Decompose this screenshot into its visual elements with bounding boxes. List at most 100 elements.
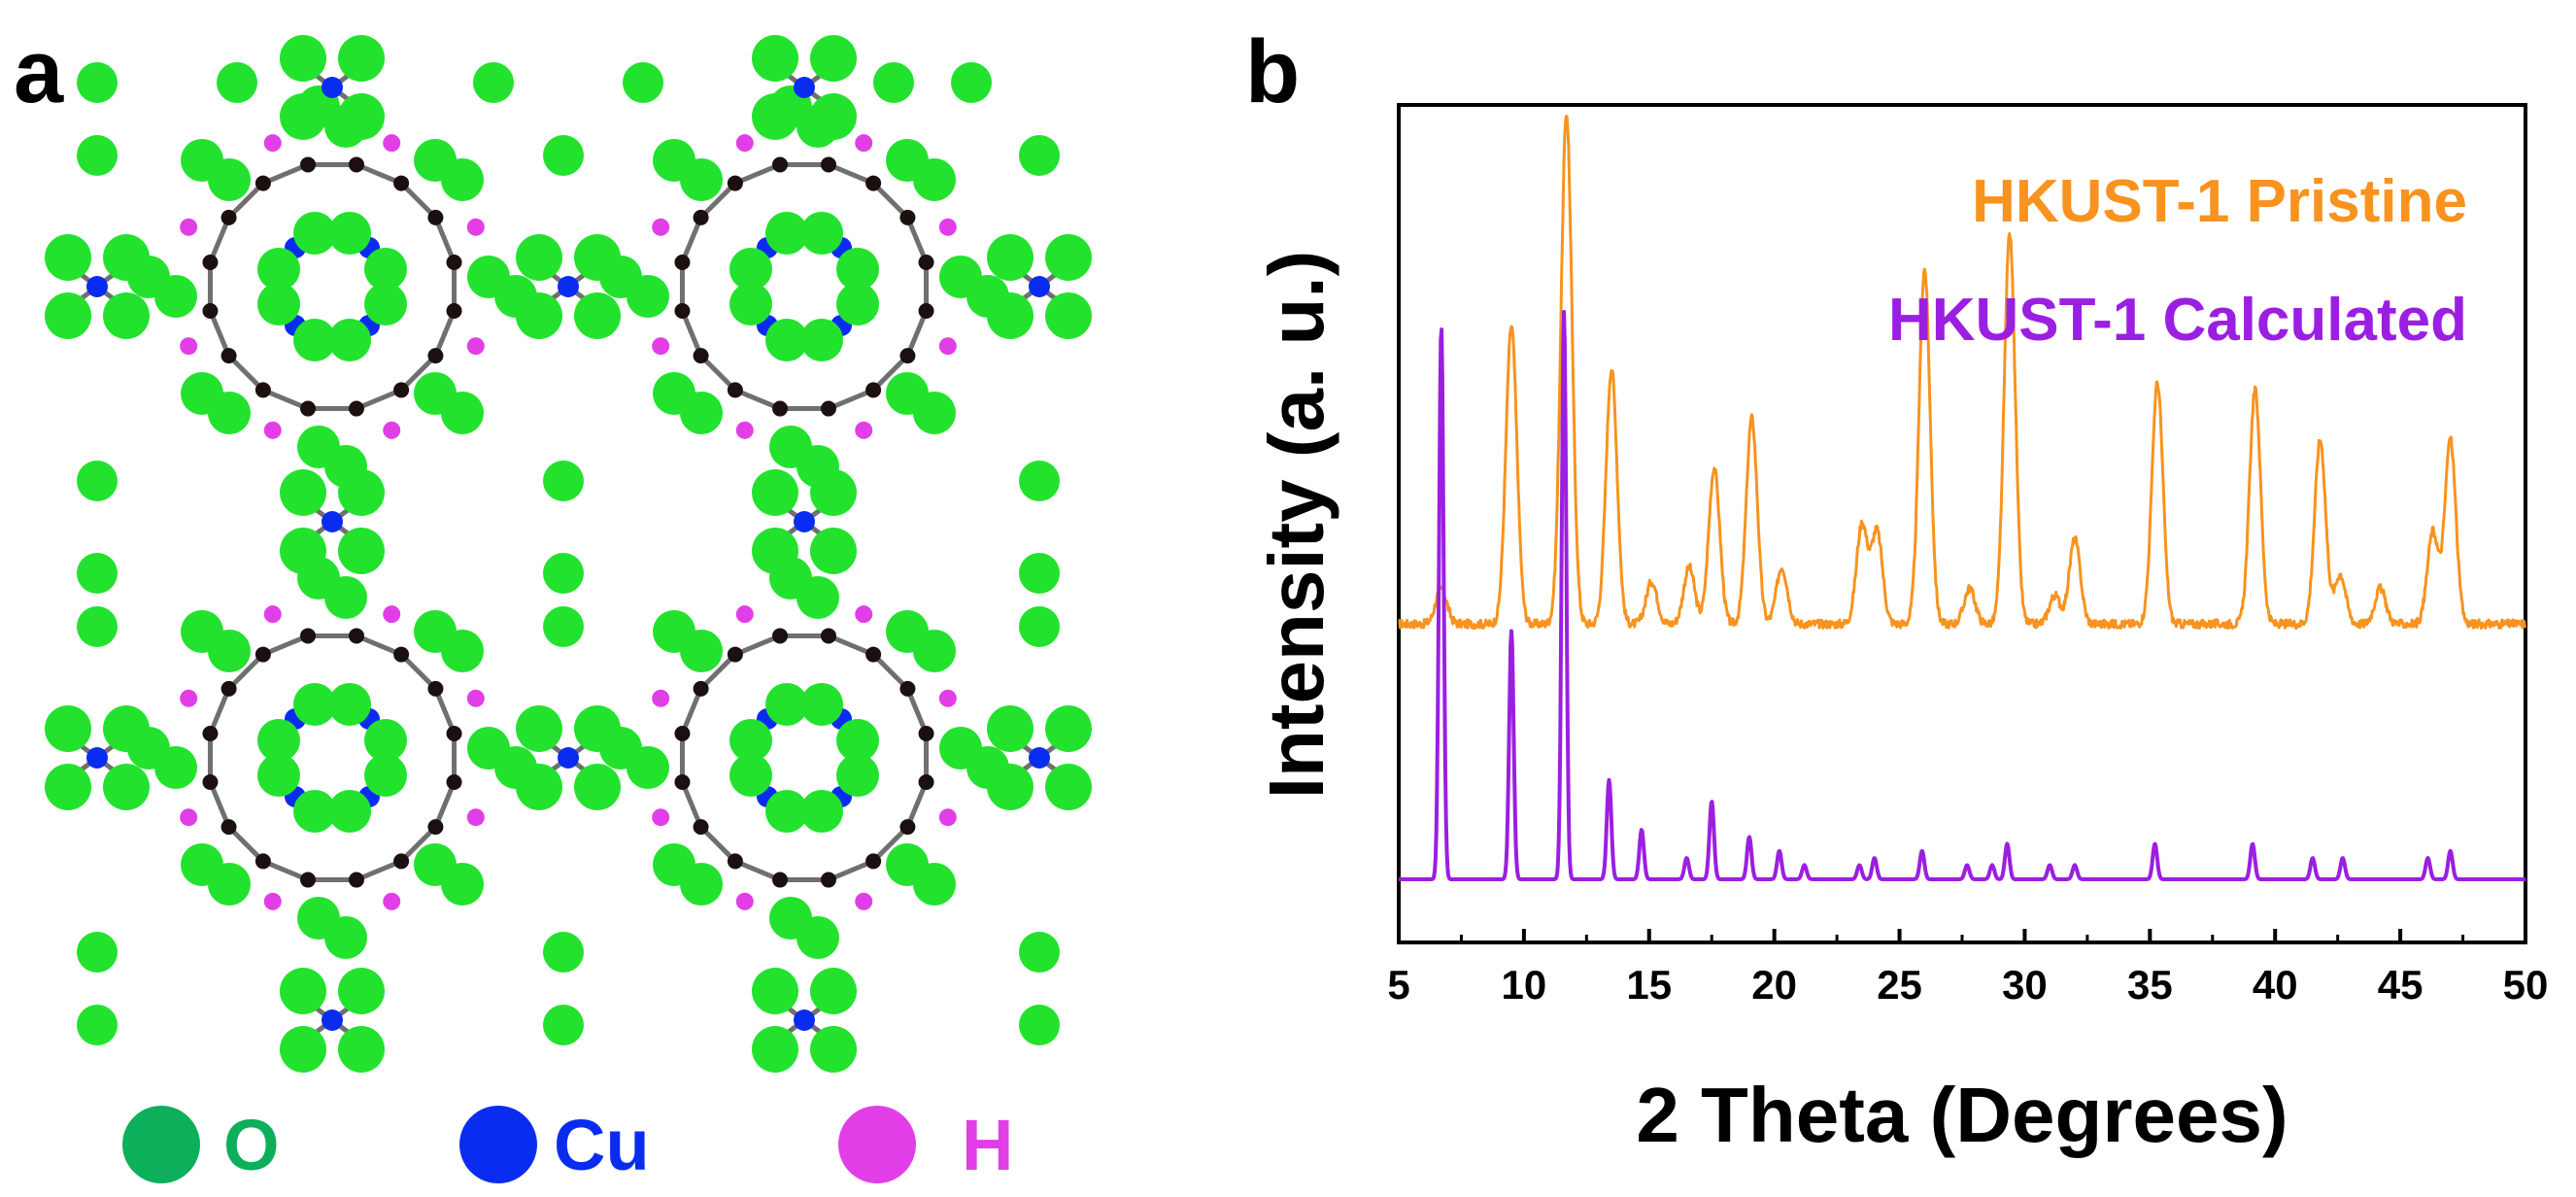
hydrogen-atom — [180, 218, 198, 236]
carbon-atom — [693, 819, 709, 836]
oxygen-atom — [810, 1026, 857, 1073]
carbon-atom — [446, 773, 462, 790]
carbon-atom — [693, 209, 709, 225]
hydrogen-atom — [383, 892, 401, 910]
oxygen-atom — [913, 863, 956, 906]
carbon-atom — [220, 348, 237, 364]
bond — [680, 310, 703, 358]
hydrogen-atom — [938, 689, 957, 707]
oxygen-atom — [1045, 764, 1092, 810]
oxygen-atom — [627, 746, 669, 789]
oxygen-atom — [543, 461, 584, 501]
atom-layer — [45, 35, 1092, 1073]
bond — [433, 781, 457, 829]
oxygen-atom — [293, 212, 336, 255]
legend-label-Cu: Cu — [554, 1105, 650, 1185]
carbon-atom — [674, 302, 691, 319]
bond — [261, 162, 309, 186]
oxygen-atom — [338, 35, 385, 82]
bond — [733, 859, 781, 882]
carbon-atom — [727, 382, 743, 398]
oxygen-atom — [797, 916, 839, 959]
hydrogen-atom — [263, 892, 282, 910]
carbon-atom — [220, 680, 237, 697]
oxygen-atom — [765, 683, 808, 726]
x-tick-label: 40 — [2253, 962, 2298, 1008]
bond — [871, 354, 910, 393]
bond — [871, 825, 910, 864]
hydrogen-atom — [263, 605, 282, 624]
oxygen-atom — [543, 1005, 584, 1045]
hydrogen-atom — [466, 689, 485, 707]
oxygen-atom — [45, 292, 91, 339]
oxygen-atom — [543, 606, 584, 647]
oxygen-atom — [836, 719, 879, 762]
oxygen-atom — [913, 158, 956, 201]
carbon-atom — [348, 156, 364, 173]
carbon-atom — [727, 853, 743, 870]
oxygen-atom — [257, 754, 300, 797]
carbon-atom — [393, 646, 410, 663]
carbon-atom — [254, 175, 271, 191]
oxygen-atom — [1019, 932, 1060, 973]
bond — [698, 825, 737, 864]
hydrogen-atom — [735, 892, 754, 910]
carbon-atom — [300, 400, 317, 417]
bond — [698, 354, 737, 393]
oxygen-atom — [836, 283, 879, 325]
copper-atom — [322, 77, 343, 98]
bond — [399, 354, 438, 393]
oxygen-atom — [516, 764, 562, 810]
hydrogen-atom — [180, 808, 198, 827]
carbon-atom — [427, 348, 444, 364]
oxygen-atom — [77, 553, 118, 594]
oxygen-atom — [45, 764, 91, 810]
panel-label-b: b — [1245, 22, 1300, 121]
oxygen-atom — [574, 292, 621, 339]
hydrogen-atom — [652, 337, 670, 356]
carbon-atom — [674, 773, 691, 790]
series-line-calculated — [1397, 310, 2527, 881]
oxygen-atom — [280, 1026, 326, 1073]
legend-label-O: O — [223, 1105, 280, 1185]
oxygen-atom — [364, 248, 407, 291]
oxygen-atom — [77, 1005, 118, 1045]
oxygen-atom — [45, 705, 91, 752]
oxygen-atom — [338, 968, 385, 1014]
oxygen-atom — [752, 93, 798, 140]
oxygen-atom — [680, 630, 723, 672]
series-line-pristine — [1398, 115, 2527, 631]
copper-atom — [86, 747, 108, 769]
carbon-atom — [254, 382, 271, 398]
bond — [208, 310, 231, 358]
x-tick-label: 35 — [2127, 962, 2173, 1008]
bond — [680, 216, 703, 263]
series-label-pristine: HKUST-1 Pristine — [1972, 168, 2467, 235]
oxygen-atom — [913, 630, 956, 672]
oxygen-atom — [810, 528, 857, 574]
oxygen-atom — [77, 461, 118, 501]
oxygen-atom — [1045, 705, 1092, 752]
oxygen-atom — [473, 62, 514, 103]
carbon-atom — [254, 853, 271, 870]
carbon-atom — [865, 175, 882, 191]
oxygen-atom — [1019, 1005, 1060, 1045]
oxygen-atom — [797, 576, 839, 619]
oxygen-atom — [257, 248, 300, 291]
oxygen-atom — [800, 212, 843, 255]
oxygen-atom — [257, 283, 300, 325]
carbon-atom — [427, 680, 444, 697]
bond — [433, 216, 457, 263]
legend-dot-H — [838, 1106, 916, 1183]
oxygen-atom — [800, 790, 843, 833]
xrd-chart: 5 10 15 20 25 30 35 40 45 50 HKUST-1 Pristine HKU… — [1253, 103, 2548, 1158]
oxygen-atom — [543, 135, 584, 176]
oxygen-atom — [364, 719, 407, 762]
bond — [356, 388, 403, 411]
carbon-atom — [727, 175, 743, 191]
carbon-atom — [865, 382, 882, 398]
hydrogen-atom — [735, 421, 754, 439]
carbon-atom — [348, 628, 364, 644]
carbon-atom — [446, 302, 462, 319]
